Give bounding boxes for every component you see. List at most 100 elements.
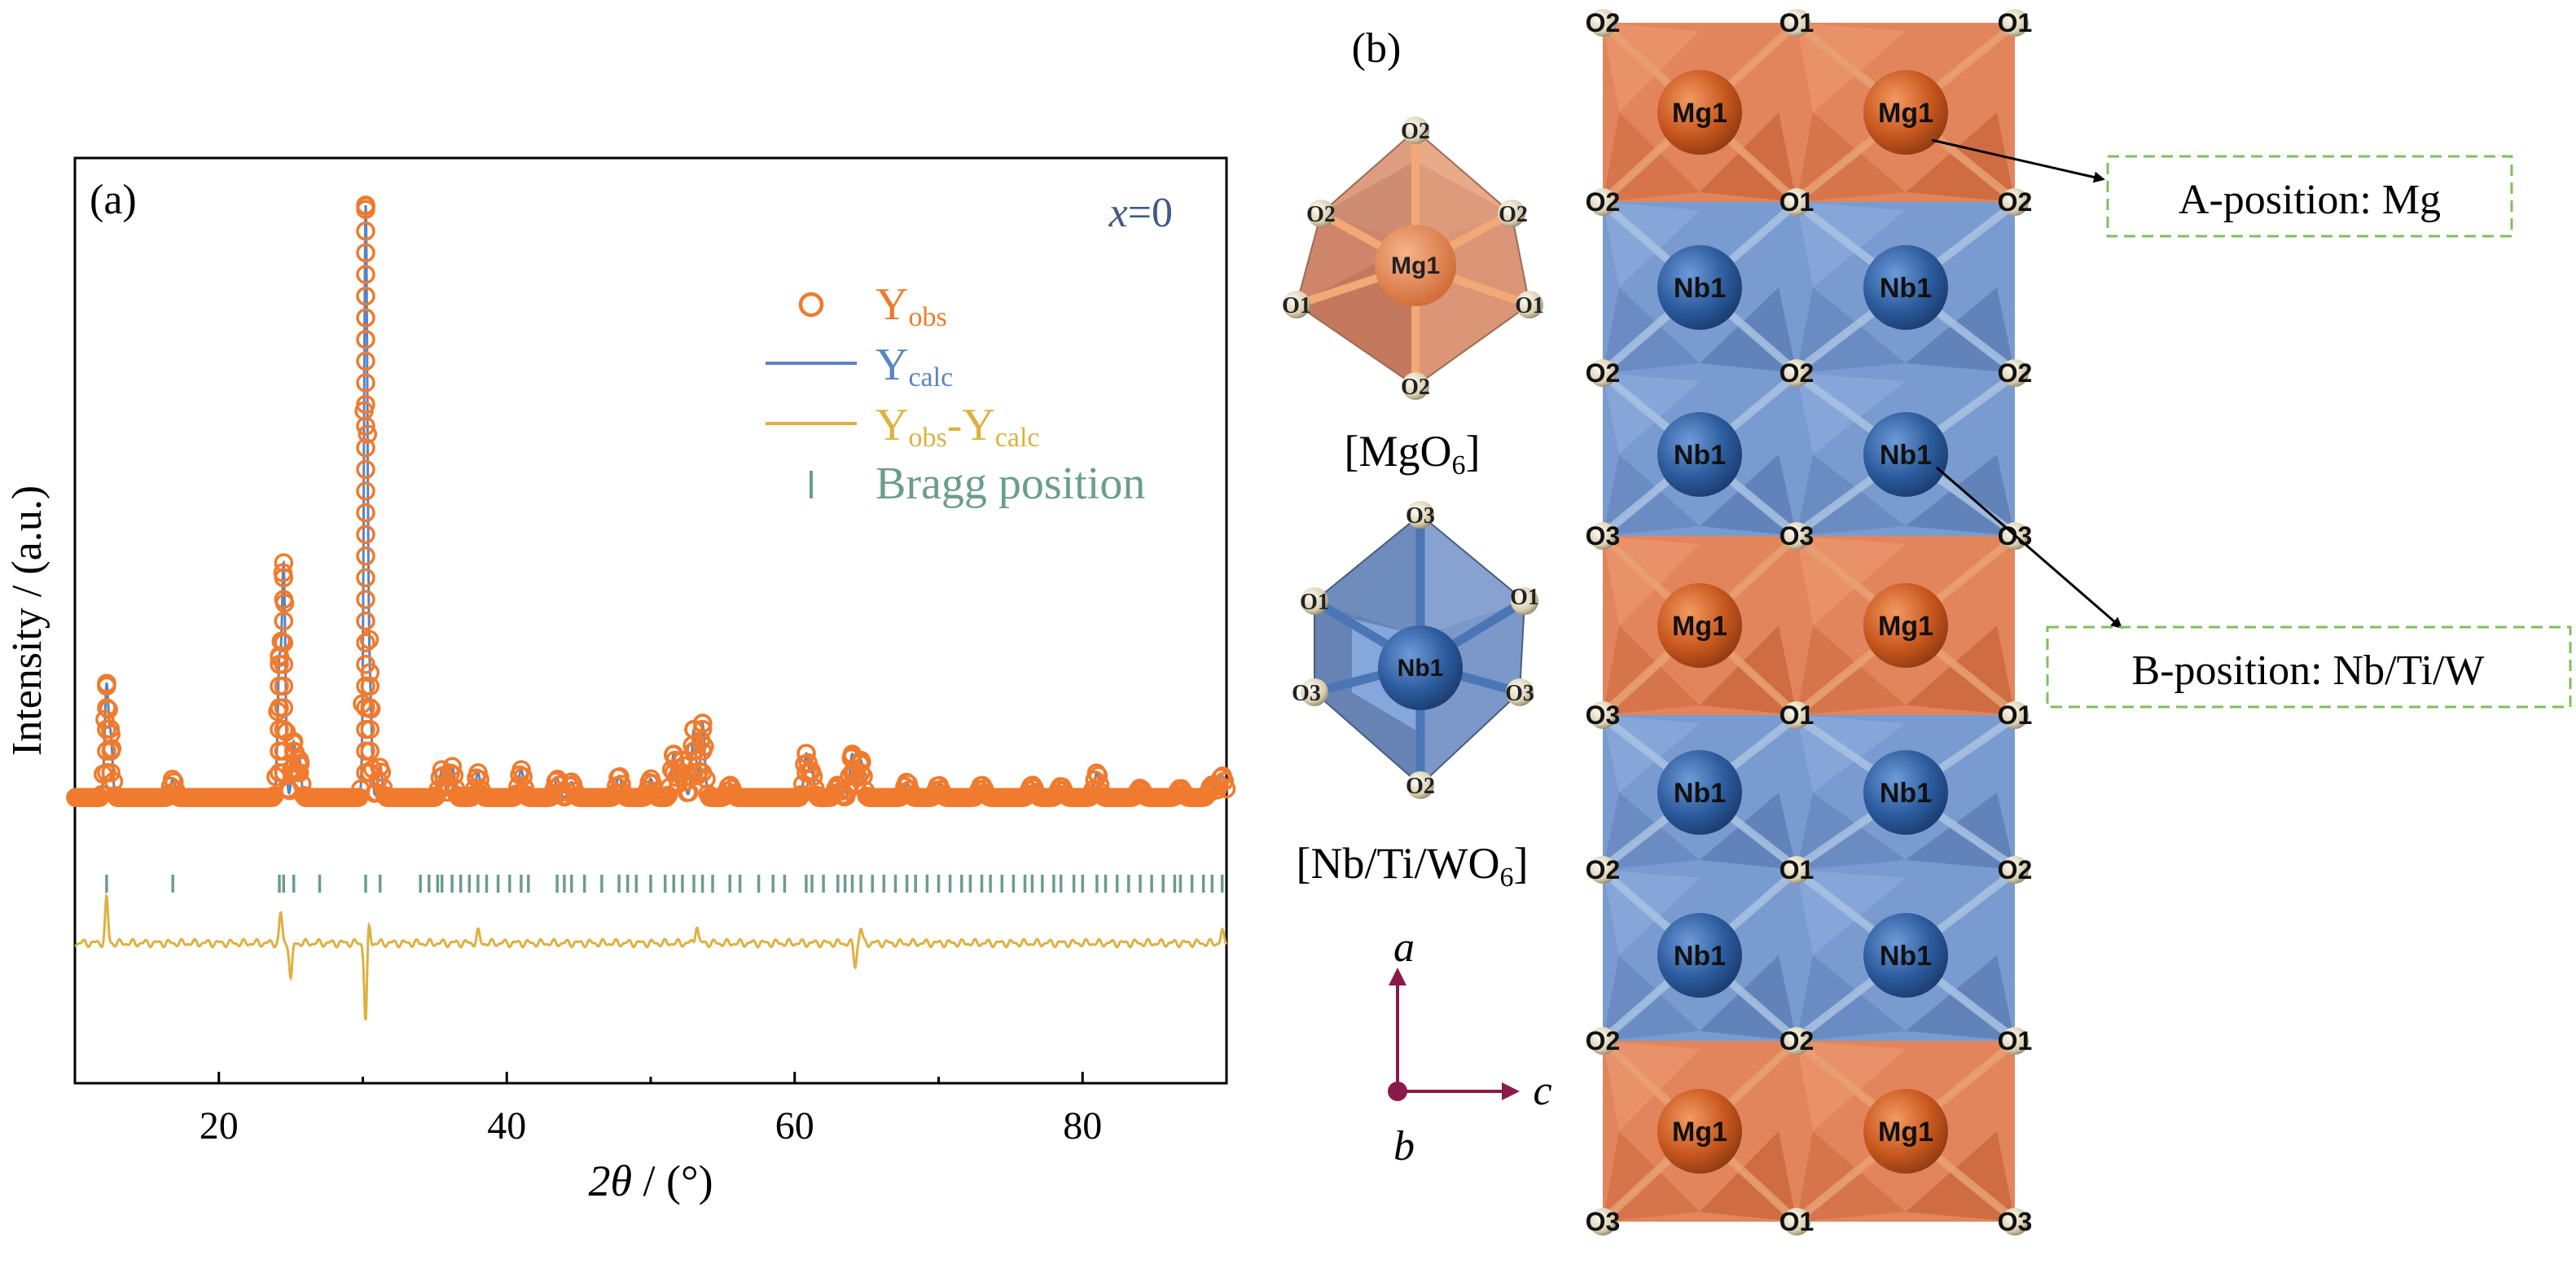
x-tick-label: 80 bbox=[1063, 1104, 1102, 1148]
o-atom-label: O2 bbox=[1586, 855, 1621, 884]
nb-atom bbox=[1657, 913, 1742, 998]
o-atom-label: O1 bbox=[1998, 700, 2033, 730]
obs-point bbox=[356, 481, 375, 501]
obs-point bbox=[356, 459, 375, 480]
obs-point bbox=[360, 763, 380, 783]
o-atom bbox=[2001, 1208, 2029, 1235]
o-atom bbox=[1783, 1208, 1810, 1235]
difference-line bbox=[74, 892, 1228, 1020]
obs-point bbox=[356, 195, 375, 215]
o-atom bbox=[2001, 701, 2029, 729]
nbo6-ligand-3: O1 bbox=[1510, 585, 1539, 610]
mg-atom-label: Mg1 bbox=[1672, 1117, 1727, 1148]
o-atom-label: O3 bbox=[1998, 1207, 2033, 1236]
o-atom-label: O1 bbox=[1998, 8, 2033, 37]
nbo6-ligand-1: O3 bbox=[1406, 503, 1435, 529]
obs-point bbox=[1088, 766, 1108, 786]
o-atom-label: O3 bbox=[1780, 521, 1815, 551]
nb-atom-label: Nb1 bbox=[1674, 273, 1726, 304]
axis-b-label: b bbox=[1393, 1123, 1415, 1170]
obs-point bbox=[274, 655, 294, 674]
panel-a-label: (a) bbox=[90, 177, 137, 223]
difference-curve bbox=[74, 892, 1228, 1020]
layered-structure: Mg1 Mg1 Nb1 Nb1 Nb1 Nb1 Mg1 Mg1 Nb1 Nb1 Nb1 Nb1 Mg1 M… bbox=[1586, 8, 2033, 1236]
o-atom-label: O3 bbox=[1586, 700, 1621, 730]
nb-atom-label: Nb1 bbox=[1674, 941, 1726, 972]
obs-point bbox=[97, 674, 116, 694]
obs-point bbox=[274, 611, 294, 631]
obs-point bbox=[356, 611, 375, 631]
mgo6-center-label: Mg1 bbox=[1391, 252, 1440, 279]
panel-b-label: (b) bbox=[1352, 25, 1402, 72]
mgo6-octahedron: Mg1 O2 O2 O2 O1 O1 O2 [MgO6] bbox=[1282, 116, 1544, 481]
obs-point bbox=[97, 698, 116, 718]
b-position-annotation: B-position: Nb/Ti/W bbox=[1936, 466, 2572, 709]
mg-atom-label: Mg1 bbox=[1878, 98, 1933, 129]
obs-point bbox=[289, 763, 309, 783]
x-axis-ticks: 20 40 60 80 bbox=[73, 1072, 1228, 1148]
obs-point bbox=[356, 373, 375, 393]
o-atom-label: O1 bbox=[1780, 187, 1815, 217]
obs-point bbox=[673, 750, 692, 770]
composition-rest: =0 bbox=[1128, 190, 1173, 236]
nb-atom bbox=[1863, 750, 1948, 835]
x-tick-label: 60 bbox=[775, 1104, 814, 1148]
a-position-box bbox=[2106, 155, 2513, 238]
nb-atom-label: Nb1 bbox=[1880, 941, 1932, 972]
obs-point bbox=[360, 663, 380, 682]
obs-point bbox=[692, 713, 713, 733]
obs-point bbox=[673, 763, 692, 783]
nbo6-ligand-5: O3 bbox=[1505, 681, 1534, 706]
legend-calc-label: Ycalc bbox=[875, 340, 953, 393]
mg-atom bbox=[1863, 1089, 1948, 1174]
o-atom bbox=[2001, 9, 2029, 37]
x-tick-label: 20 bbox=[200, 1104, 239, 1148]
nbo6-formula: [Nb/Ti/WO6] bbox=[1296, 839, 1528, 893]
mg-atom bbox=[1657, 70, 1742, 155]
o-atom bbox=[1589, 9, 1617, 37]
o-atom bbox=[1589, 188, 1617, 216]
obs-point bbox=[274, 553, 294, 573]
obs-point bbox=[356, 416, 375, 436]
obs-point bbox=[274, 719, 294, 740]
o-atom bbox=[2001, 1027, 2029, 1055]
o-atom bbox=[1783, 9, 1810, 37]
obs-point bbox=[796, 763, 816, 783]
nb-atom bbox=[1657, 412, 1742, 497]
obs-point bbox=[692, 719, 713, 740]
mg-atom bbox=[1657, 583, 1742, 668]
nb-atom bbox=[1863, 913, 1948, 998]
obs-point bbox=[356, 524, 375, 544]
legend: Yobs Ycalc Yobs-Ycalc Bragg position bbox=[766, 279, 1145, 509]
obs-point bbox=[356, 438, 375, 458]
obs-point bbox=[842, 763, 862, 783]
mg-atom-label: Mg1 bbox=[1672, 98, 1727, 129]
obs-point bbox=[274, 698, 294, 718]
mg-atom-label: Mg1 bbox=[1672, 611, 1727, 642]
composition-label: x=0 bbox=[1108, 190, 1173, 236]
obs-point bbox=[356, 308, 375, 327]
o-atom-label: O2 bbox=[1586, 1026, 1621, 1056]
mg-atom-label: Mg1 bbox=[1878, 611, 1933, 642]
o-atom bbox=[1783, 701, 1810, 729]
o-atom bbox=[1783, 1027, 1810, 1055]
o-atom-label: O1 bbox=[1998, 1026, 2033, 1056]
nbo6-center-label: Nb1 bbox=[1398, 655, 1444, 682]
x-axis-label: 2θ / (°) bbox=[588, 1156, 713, 1205]
mg-atom-label: Mg1 bbox=[1878, 1117, 1933, 1148]
o-atom bbox=[1589, 1027, 1617, 1055]
o-atom bbox=[2001, 359, 2029, 387]
nb-atom-label: Nb1 bbox=[1880, 273, 1932, 304]
obs-point bbox=[356, 503, 375, 523]
obs-point bbox=[796, 744, 816, 763]
nb-atom-label: Nb1 bbox=[1880, 440, 1932, 471]
obs-point bbox=[99, 700, 118, 719]
o-atom bbox=[1589, 522, 1617, 550]
o-atom bbox=[1589, 359, 1617, 387]
obs-point bbox=[356, 546, 375, 566]
obs-point bbox=[356, 243, 375, 263]
o-atom bbox=[1783, 188, 1810, 216]
o-atom-label: O2 bbox=[1998, 855, 2033, 884]
obs-point bbox=[356, 265, 375, 284]
